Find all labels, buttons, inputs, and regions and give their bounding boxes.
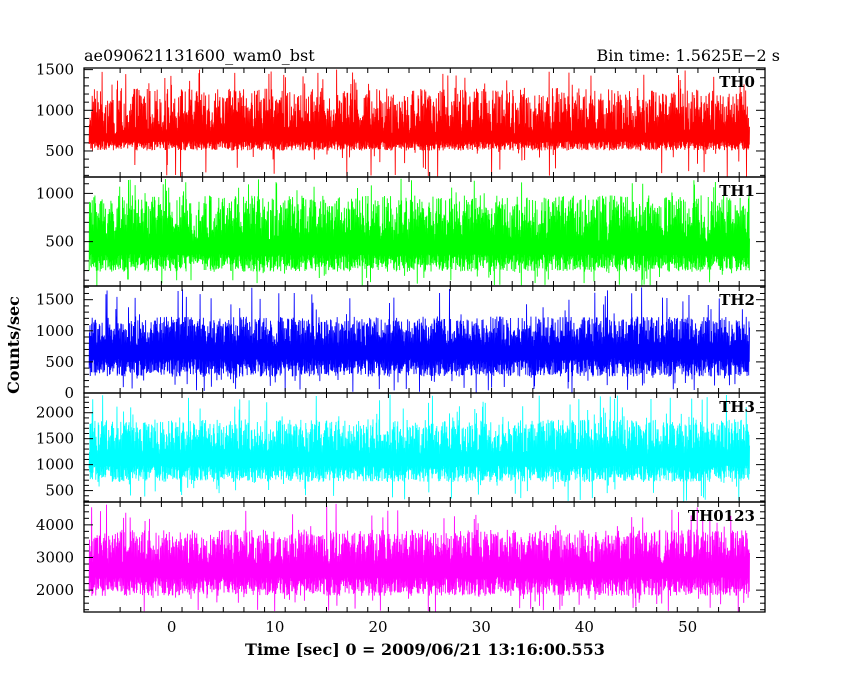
x-tick-label: 20 xyxy=(369,618,388,636)
y-axis-label: Counts/sec xyxy=(4,296,23,394)
series-line-th3 xyxy=(88,394,750,502)
y-tick-label: 1500 xyxy=(36,430,74,448)
x-tick-label: 30 xyxy=(472,618,491,636)
panel-label: TH1 xyxy=(719,182,755,200)
panel-label: TH0 xyxy=(719,73,755,91)
y-tick-label: 1500 xyxy=(36,291,74,309)
x-axis: 0 10 20 30 40 50 xyxy=(167,618,697,636)
y-tick-label: 1000 xyxy=(36,101,74,119)
x-axis-label: Time [sec] 0 = 2009/06/21 13:16:00.553 xyxy=(245,640,605,659)
panel-label: TH2 xyxy=(719,291,755,309)
panel-th2: 0 500 1000 1500 TH2 xyxy=(36,285,766,402)
y-tick-label: 1500 xyxy=(36,61,74,79)
figure-title: ae090621131600_wam0_bst xyxy=(84,46,315,65)
x-tick-label: 50 xyxy=(678,618,697,636)
x-tick-label: 10 xyxy=(265,618,284,636)
y-tick-label: 500 xyxy=(45,233,74,251)
y-tick-label: 2000 xyxy=(36,404,74,422)
y-tick-label: 500 xyxy=(45,353,74,371)
y-tick-label: 1000 xyxy=(36,184,74,202)
series-line-th2 xyxy=(88,287,750,393)
bin-time-label: Bin time: 1.5625E−2 s xyxy=(597,46,780,65)
y-tick-label: 4000 xyxy=(36,516,74,534)
panels-group: 500 1000 1500 TH0 500 1000 TH1 0 500 1000 1500 TH2 5… xyxy=(36,61,766,613)
series-line-th0 xyxy=(88,69,750,177)
y-tick-label: 500 xyxy=(45,482,74,500)
panel-th3: 500 1000 1500 2000 TH3 xyxy=(36,392,766,503)
panel-label: TH0123 xyxy=(688,507,755,525)
series-line-th1 xyxy=(88,178,750,286)
x-tick-label: 40 xyxy=(575,618,594,636)
y-tick-label: 2000 xyxy=(36,581,74,599)
y-tick-label: 1000 xyxy=(36,456,74,474)
panel-th1: 500 1000 TH1 xyxy=(36,176,766,287)
panel-th0: 500 1000 1500 TH0 xyxy=(36,61,766,178)
y-tick-label: 1000 xyxy=(36,322,74,340)
x-tick-label: 0 xyxy=(167,618,177,636)
panel-th0123: 2000 3000 4000 TH0123 xyxy=(36,501,766,613)
y-tick-label: 3000 xyxy=(36,548,74,566)
y-tick-label: 500 xyxy=(45,142,74,160)
panel-label: TH3 xyxy=(719,398,755,416)
series-line-th0123 xyxy=(88,503,750,612)
y-tick-label: 0 xyxy=(64,384,74,402)
